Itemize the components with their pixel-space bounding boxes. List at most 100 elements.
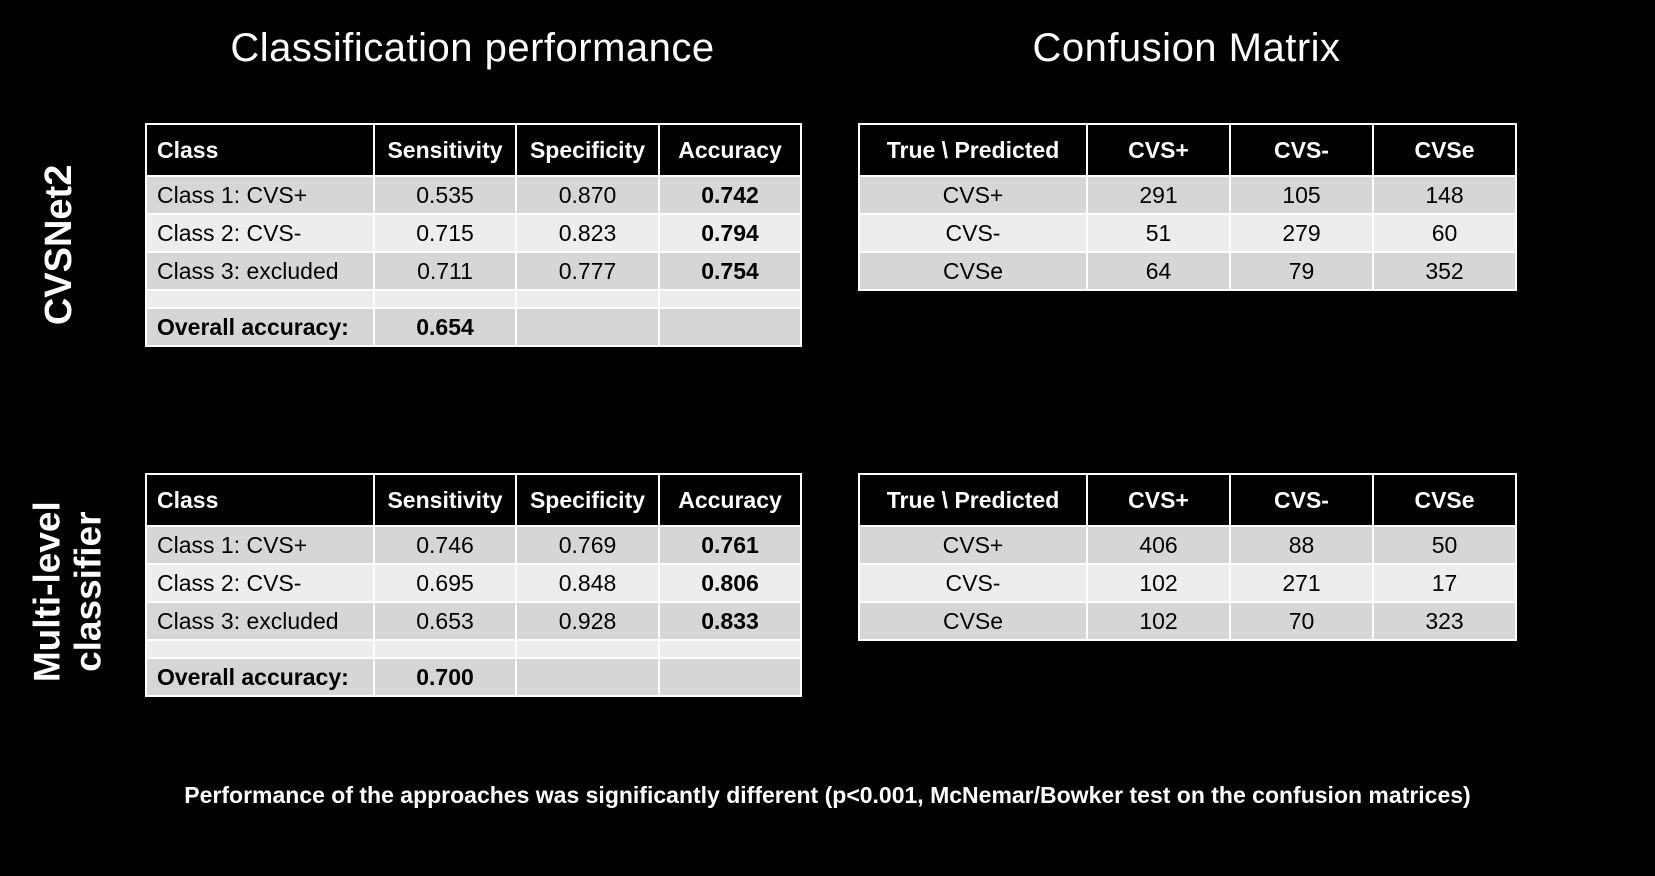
- sensitivity-cell: 0.711: [373, 251, 517, 291]
- spacer-row: [145, 639, 802, 659]
- specificity-cell: 0.777: [515, 251, 660, 291]
- column-header-accuracy: Accuracy: [658, 473, 802, 527]
- overall-accuracy-label: Overall accuracy:: [145, 657, 375, 697]
- count-cell: 323: [1372, 601, 1517, 641]
- true-class-label-cell: CVSe: [858, 601, 1088, 641]
- class-label-cell: Class 1: CVS+: [145, 175, 375, 215]
- table-row: Class 1: CVS+ 0.746 0.769 0.761: [145, 525, 802, 565]
- table-row: Class 3: excluded 0.711 0.777 0.754: [145, 251, 802, 291]
- overall-accuracy-label: Overall accuracy:: [145, 307, 375, 347]
- accuracy-cell: 0.833: [658, 601, 802, 641]
- table-row: CVSe 64 79 352: [858, 251, 1517, 291]
- column-header-cvs-minus: CVS-: [1229, 473, 1374, 527]
- true-class-label-cell: CVS+: [858, 175, 1088, 215]
- overall-accuracy-value: 0.700: [373, 657, 517, 697]
- sensitivity-cell: 0.535: [373, 175, 517, 215]
- count-cell: 352: [1372, 251, 1517, 291]
- count-cell: 279: [1229, 213, 1374, 253]
- count-cell: 88: [1229, 525, 1374, 565]
- specificity-cell: 0.848: [515, 563, 660, 603]
- count-cell: 70: [1229, 601, 1374, 641]
- specificity-cell: 0.823: [515, 213, 660, 253]
- header-row: Class Sensitivity Specificity Accuracy: [145, 123, 802, 177]
- row-label-multilevel-line1: Multi-level: [26, 501, 68, 683]
- count-cell: 60: [1372, 213, 1517, 253]
- empty-cell: [515, 289, 660, 309]
- row-label-multilevel: Multi-level classifier: [26, 432, 108, 752]
- count-cell: 291: [1086, 175, 1231, 215]
- spacer-row: [145, 289, 802, 309]
- accuracy-cell: 0.806: [658, 563, 802, 603]
- row-label-multilevel-line2: classifier: [67, 511, 108, 672]
- overall-accuracy-row: Overall accuracy: 0.700: [145, 657, 802, 697]
- count-cell: 50: [1372, 525, 1517, 565]
- significance-note: Performance of the approaches was signif…: [184, 782, 1471, 808]
- accuracy-cell: 0.761: [658, 525, 802, 565]
- true-class-label-cell: CVS-: [858, 563, 1088, 603]
- true-class-label-cell: CVS-: [858, 213, 1088, 253]
- count-cell: 64: [1086, 251, 1231, 291]
- sensitivity-cell: 0.715: [373, 213, 517, 253]
- table-row: Class 1: CVS+ 0.535 0.870 0.742: [145, 175, 802, 215]
- count-cell: 79: [1229, 251, 1374, 291]
- count-cell: 102: [1086, 563, 1231, 603]
- confusion-matrix-multilevel: True \ Predicted CVS+ CVS- CVSe CVS+ 406…: [858, 473, 1517, 641]
- column-header-class: Class: [145, 473, 375, 527]
- table-row: Class 2: CVS- 0.695 0.848 0.806: [145, 563, 802, 603]
- table-row: CVS+ 291 105 148: [858, 175, 1517, 215]
- header-row: True \ Predicted CVS+ CVS- CVSe: [858, 473, 1517, 527]
- empty-cell: [373, 289, 517, 309]
- column-header-cvs-plus: CVS+: [1086, 123, 1231, 177]
- count-cell: 51: [1086, 213, 1231, 253]
- column-header-cvse: CVSe: [1372, 473, 1517, 527]
- row-label-cvsnet2: CVSNet2: [38, 164, 81, 326]
- sensitivity-cell: 0.746: [373, 525, 517, 565]
- confusion-matrix-cvsnet2: True \ Predicted CVS+ CVS- CVSe CVS+ 291…: [858, 123, 1517, 291]
- empty-cell: [515, 639, 660, 659]
- class-label-cell: Class 2: CVS-: [145, 563, 375, 603]
- specificity-cell: 0.870: [515, 175, 660, 215]
- table-row: CVS- 51 279 60: [858, 213, 1517, 253]
- class-label-cell: Class 1: CVS+: [145, 525, 375, 565]
- classification-performance-title: Classification performance: [230, 26, 715, 70]
- count-cell: 406: [1086, 525, 1231, 565]
- empty-cell: [658, 639, 802, 659]
- column-header-cvs-plus: CVS+: [1086, 473, 1231, 527]
- header-row: True \ Predicted CVS+ CVS- CVSe: [858, 123, 1517, 177]
- true-class-label-cell: CVS+: [858, 525, 1088, 565]
- column-header-cvse: CVSe: [1372, 123, 1517, 177]
- column-header-true-predicted: True \ Predicted: [858, 473, 1088, 527]
- column-header-sensitivity: Sensitivity: [373, 473, 517, 527]
- accuracy-cell: 0.754: [658, 251, 802, 291]
- confusion-matrix-title: Confusion Matrix: [1032, 26, 1341, 70]
- empty-cell: [145, 289, 375, 309]
- accuracy-cell: 0.742: [658, 175, 802, 215]
- empty-cell: [658, 289, 802, 309]
- table-row: Class 2: CVS- 0.715 0.823 0.794: [145, 213, 802, 253]
- empty-cell: [658, 657, 802, 697]
- count-cell: 271: [1229, 563, 1374, 603]
- empty-cell: [145, 639, 375, 659]
- class-label-cell: Class 2: CVS-: [145, 213, 375, 253]
- table-row: CVS- 102 271 17: [858, 563, 1517, 603]
- column-header-sensitivity: Sensitivity: [373, 123, 517, 177]
- overall-accuracy-row: Overall accuracy: 0.654: [145, 307, 802, 347]
- specificity-cell: 0.769: [515, 525, 660, 565]
- table-row: CVS+ 406 88 50: [858, 525, 1517, 565]
- count-cell: 17: [1372, 563, 1517, 603]
- true-class-label-cell: CVSe: [858, 251, 1088, 291]
- count-cell: 102: [1086, 601, 1231, 641]
- class-label-cell: Class 3: excluded: [145, 601, 375, 641]
- empty-cell: [373, 639, 517, 659]
- table-row: Class 3: excluded 0.653 0.928 0.833: [145, 601, 802, 641]
- sensitivity-cell: 0.695: [373, 563, 517, 603]
- empty-cell: [658, 307, 802, 347]
- performance-table-multilevel: Class Sensitivity Specificity Accuracy C…: [145, 473, 802, 697]
- specificity-cell: 0.928: [515, 601, 660, 641]
- table-row: CVSe 102 70 323: [858, 601, 1517, 641]
- column-header-accuracy: Accuracy: [658, 123, 802, 177]
- column-header-specificity: Specificity: [515, 473, 660, 527]
- sensitivity-cell: 0.653: [373, 601, 517, 641]
- class-label-cell: Class 3: excluded: [145, 251, 375, 291]
